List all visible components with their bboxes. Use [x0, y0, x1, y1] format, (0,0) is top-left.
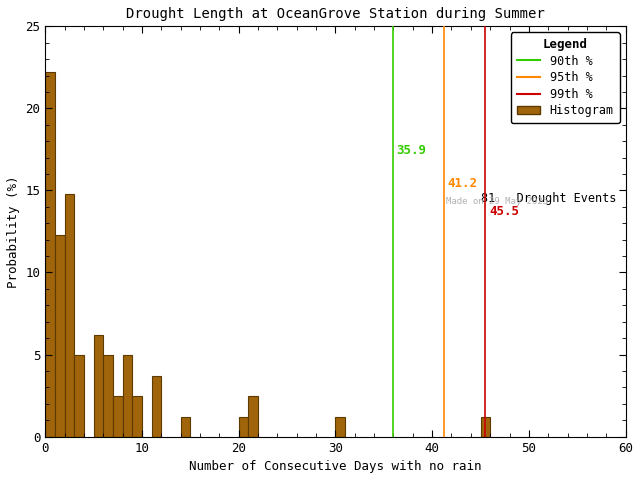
Bar [65, 194, 74, 437]
Bar [104, 355, 113, 437]
Y-axis label: Probability (%): Probability (%) [7, 175, 20, 288]
Bar [45, 72, 55, 437]
Text: 35.9: 35.9 [396, 144, 426, 157]
Bar [481, 417, 490, 437]
Text: 45.5: 45.5 [489, 205, 519, 218]
Bar [132, 396, 142, 437]
Bar [239, 417, 248, 437]
Title: Drought Length at OceanGrove Station during Summer: Drought Length at OceanGrove Station dur… [126, 7, 545, 21]
Text: 41.2: 41.2 [447, 177, 477, 190]
Bar [180, 417, 191, 437]
Bar [93, 335, 104, 437]
Text: Made on 29 May 2025: Made on 29 May 2025 [445, 197, 548, 205]
X-axis label: Number of Consecutive Days with no rain: Number of Consecutive Days with no rain [189, 460, 482, 473]
Bar [152, 376, 161, 437]
Bar [74, 355, 84, 437]
Bar [123, 355, 132, 437]
Legend: 90th %, 95th %, 99th %, Histogram: 90th %, 95th %, 99th %, Histogram [511, 32, 620, 123]
Bar [335, 417, 345, 437]
Bar [55, 235, 65, 437]
Bar [248, 396, 258, 437]
Text: 81   Drought Events: 81 Drought Events [481, 192, 617, 205]
Bar [113, 396, 123, 437]
